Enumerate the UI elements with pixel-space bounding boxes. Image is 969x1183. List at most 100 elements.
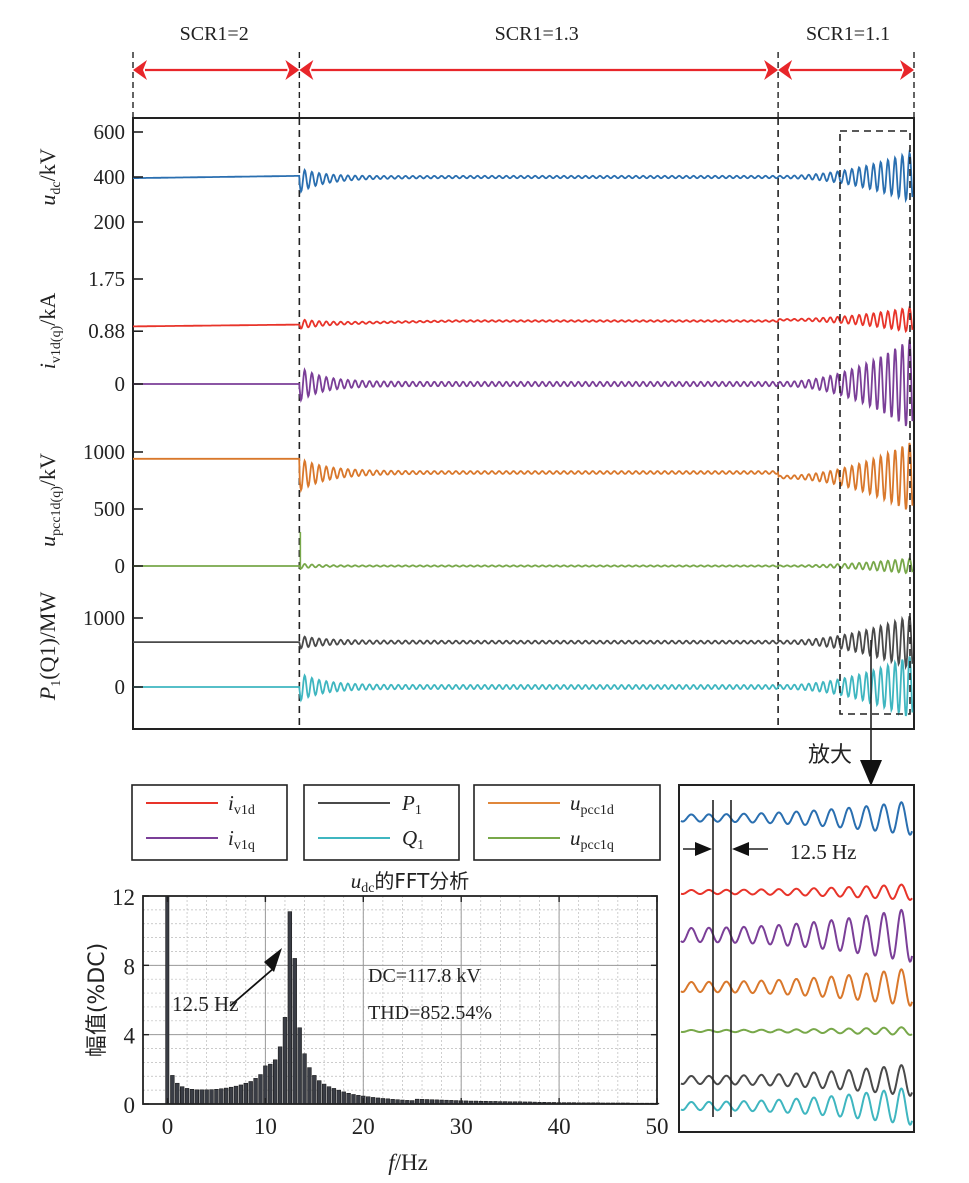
legend-label-main: u bbox=[570, 826, 581, 850]
y-axis-label-sub: dc bbox=[49, 181, 64, 194]
fft-bar bbox=[302, 1053, 307, 1105]
y-tick-label: 0 bbox=[115, 675, 126, 699]
fft-bar bbox=[331, 1088, 337, 1105]
fft-bar bbox=[312, 1075, 317, 1105]
fft-bar bbox=[165, 895, 170, 1105]
scr-region-header: SCR1=2 SCR1=1.3 SCR1=1.1 bbox=[132, 23, 915, 118]
y-axis-label: iv1d(q)/kA bbox=[35, 293, 64, 370]
fft-x-tick-label: 40 bbox=[548, 1114, 571, 1139]
region-label: SCR1=1.3 bbox=[495, 23, 579, 45]
fft-bar bbox=[321, 1083, 327, 1105]
legend-label-sub: 1 bbox=[415, 803, 422, 818]
inset-series-P-1 bbox=[680, 1064, 913, 1097]
fft-bar bbox=[233, 1085, 239, 1105]
fft-plot-frame bbox=[142, 895, 658, 1105]
y-axis-label-main: P bbox=[35, 687, 60, 701]
peak-annotation: 12.5 Hz bbox=[172, 992, 239, 1016]
series-line-P-1 bbox=[133, 615, 914, 671]
fft-x-axis-label: f/Hz bbox=[388, 1150, 428, 1175]
fft-title: udc的FFT分析 bbox=[351, 869, 470, 896]
legend-label: upcc1d bbox=[570, 791, 614, 818]
region-arrow-left-head bbox=[133, 60, 147, 80]
fft-bar bbox=[307, 1067, 312, 1105]
legend-box bbox=[473, 784, 661, 861]
zoom-label: 放大 bbox=[808, 743, 852, 768]
fft-bar bbox=[180, 1086, 185, 1105]
fft-bar bbox=[253, 1078, 258, 1105]
fft-bar bbox=[228, 1086, 234, 1105]
fft-chart: 0 10 20 30 40 50 0 4 8 12 udc的FFT分析 f/Hz 幅值(%DC) 12.5… bbox=[85, 869, 669, 1175]
fft-y-tick-label: 0 bbox=[124, 1093, 136, 1118]
fft-bar bbox=[184, 1088, 190, 1105]
fft-bar bbox=[370, 1097, 376, 1105]
zoom-region-box bbox=[839, 130, 911, 715]
dc-annotation: DC=117.8 kV bbox=[368, 965, 481, 987]
y-tick-label: 1000 bbox=[83, 440, 125, 464]
fft-bar bbox=[292, 958, 297, 1105]
fft-bar bbox=[199, 1089, 204, 1105]
fft-x-tick-label: 20 bbox=[352, 1114, 375, 1139]
y-tick-label: 0 bbox=[115, 554, 126, 578]
fft-bar bbox=[351, 1094, 356, 1105]
legend-label-sub: pcc1q bbox=[581, 838, 614, 853]
fft-x-tick-label: 0 bbox=[162, 1114, 174, 1139]
fft-bar bbox=[326, 1086, 332, 1105]
y-axis-label-unit: /kA bbox=[35, 293, 60, 326]
zoom-arrow-head bbox=[860, 760, 882, 786]
fft-bar bbox=[287, 911, 293, 1105]
region-arrow-right-head bbox=[764, 60, 779, 80]
fft-bar bbox=[258, 1074, 263, 1105]
y-axis-label-main: u bbox=[35, 536, 60, 547]
legend-label-main: P bbox=[401, 791, 415, 815]
inset-series-u-pcc1d bbox=[680, 968, 913, 1007]
fft-bar bbox=[248, 1081, 253, 1105]
fft-bar bbox=[194, 1089, 200, 1105]
region-arrow-right-head bbox=[900, 60, 914, 80]
legend-label: upcc1q bbox=[570, 826, 614, 853]
zoom-indicator: 放大 bbox=[808, 130, 911, 786]
y-axis-label-sub: pcc1d(q) bbox=[49, 486, 64, 536]
series-line-u-dc bbox=[133, 149, 914, 204]
inset-series-i-v1q bbox=[680, 908, 913, 963]
y-axis-label-unit: /kV bbox=[35, 148, 60, 181]
y-axis-label: udc/kV bbox=[35, 148, 64, 205]
fft-bar bbox=[336, 1089, 341, 1105]
inset-series-i-v1d bbox=[680, 883, 913, 901]
y-tick-label: 200 bbox=[94, 210, 126, 234]
fft-bar bbox=[219, 1088, 224, 1105]
y-axis-label-unit: /kV bbox=[35, 453, 60, 486]
peak-arrow-head bbox=[264, 948, 282, 972]
peak-arrow-line bbox=[229, 967, 275, 1007]
fft-bar bbox=[224, 1087, 229, 1105]
legend-box bbox=[131, 784, 288, 861]
series-line-Q-1 bbox=[133, 656, 914, 717]
region-arrow-left-head bbox=[778, 60, 793, 80]
y-tick-label: 0.88 bbox=[88, 319, 125, 343]
fft-x-tick-label: 30 bbox=[450, 1114, 473, 1139]
inset-series-u-dc bbox=[680, 801, 913, 836]
fft-x-axis-label-var: f bbox=[388, 1150, 398, 1175]
zoomed-inset: 12.5 Hz bbox=[678, 784, 915, 1133]
legend-label-main: u bbox=[570, 791, 581, 815]
y-tick-label: 400 bbox=[94, 165, 126, 189]
legend-label: iv1d bbox=[228, 791, 255, 818]
y-axis-label-sub: v1d(q) bbox=[49, 325, 64, 363]
fft-bar bbox=[375, 1097, 381, 1105]
legend-label-sub: pcc1d bbox=[581, 803, 614, 818]
y-axis-label: P1(Q1)/MW bbox=[35, 592, 64, 702]
y-axis-label-main: u bbox=[35, 195, 60, 206]
fft-title-rest: 的FFT分析 bbox=[374, 869, 469, 893]
legend-label-sub: v1d bbox=[234, 803, 255, 818]
legend-label-main: Q bbox=[402, 826, 417, 850]
fft-y-tick-label: 8 bbox=[124, 954, 136, 979]
legend-label-main: i bbox=[228, 791, 234, 815]
y-tick-label: 500 bbox=[94, 497, 126, 521]
time-domain-axes bbox=[132, 117, 915, 730]
fft-x-tick-label: 10 bbox=[254, 1114, 277, 1139]
inset-series-u-pcc1q bbox=[680, 1026, 913, 1036]
fft-bar bbox=[273, 1059, 278, 1105]
y-tick-label: 1.75 bbox=[88, 267, 125, 291]
fft-title-main: u bbox=[351, 869, 362, 893]
